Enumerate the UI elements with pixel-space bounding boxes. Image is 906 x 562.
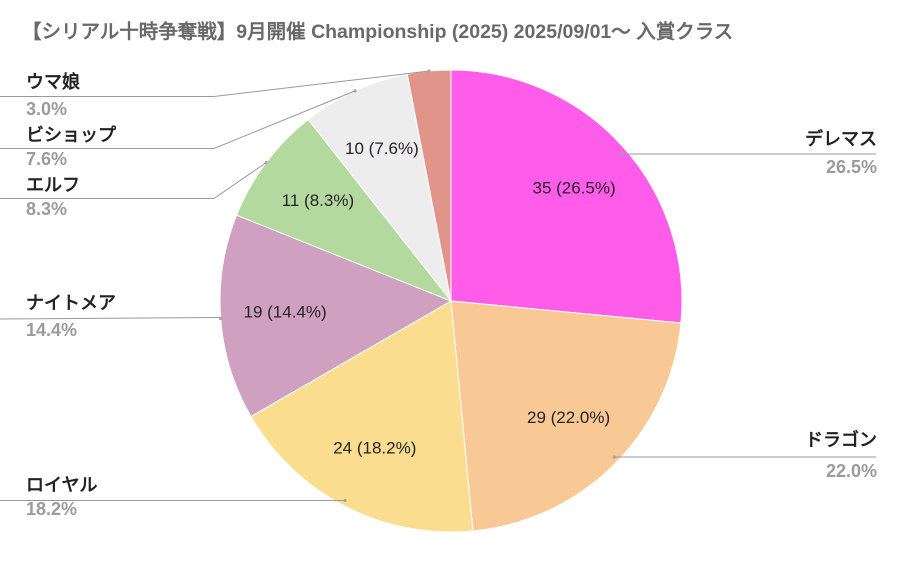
svg-text:19 (14.4%): 19 (14.4%) xyxy=(244,302,327,321)
svg-text:24 (18.2%): 24 (18.2%) xyxy=(333,438,416,457)
svg-text:11 (8.3%): 11 (8.3%) xyxy=(282,191,354,210)
svg-text:29 (22.0%): 29 (22.0%) xyxy=(527,408,610,427)
svg-text:10 (7.6%): 10 (7.6%) xyxy=(345,139,419,158)
svg-text:35 (26.5%): 35 (26.5%) xyxy=(533,179,616,198)
